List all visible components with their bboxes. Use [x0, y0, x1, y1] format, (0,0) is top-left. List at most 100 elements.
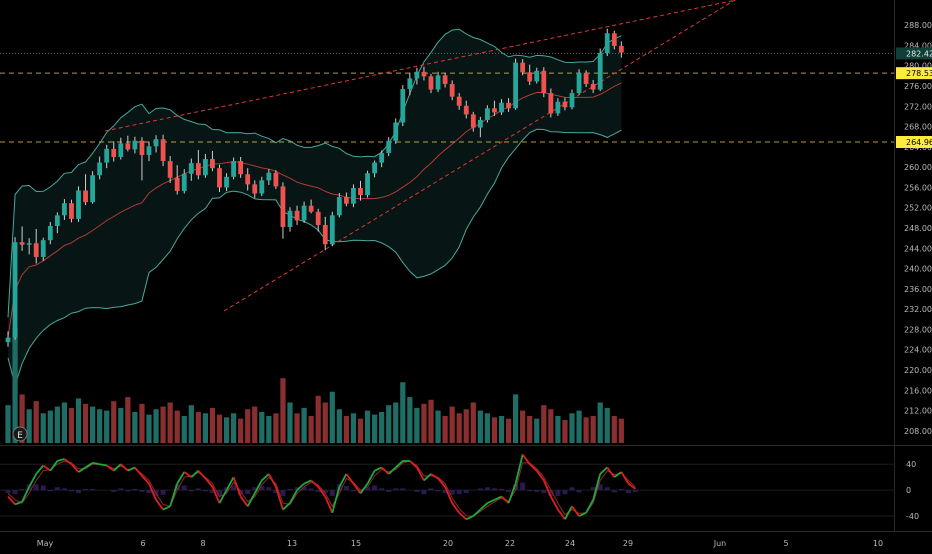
time-tick-label: 22 [505, 539, 515, 548]
volume-bar [520, 410, 526, 443]
candle [379, 150, 385, 168]
oscillator-main-segment [289, 489, 298, 504]
volume-bar [287, 402, 293, 443]
oscillator-main-segment [232, 476, 242, 497]
time-tick-label: Jun [713, 539, 727, 548]
oscillator-main-segment [239, 496, 249, 507]
volume-bar [604, 407, 610, 443]
candle [195, 149, 201, 180]
volume-bar [111, 401, 117, 443]
oscillator-main-segment [141, 475, 150, 485]
candle-body [315, 211, 321, 225]
oscillator-histogram-bar [548, 490, 554, 496]
candle-body [76, 190, 81, 219]
price-labels: 282.42 278.53 264.96 [896, 47, 932, 148]
volume-bar [364, 410, 371, 443]
candle [224, 173, 229, 191]
oscillator-main-segment [57, 458, 65, 462]
oscillator-histogram-bar [5, 490, 11, 494]
oscillator-histogram-bar [146, 490, 152, 494]
oscillator-main-segment [120, 463, 129, 472]
oscillator-histogram-bar [301, 487, 307, 491]
candle [569, 89, 575, 110]
candle [534, 67, 540, 84]
price-tick-label: 212.00 [904, 407, 932, 416]
oscillator-main-segment [331, 486, 341, 514]
bollinger-basis [7, 82, 622, 338]
candle [449, 80, 455, 101]
oscillator-main-segment [268, 473, 277, 488]
oscillator-main-segment [134, 466, 143, 477]
oscillator-histogram-bar [202, 490, 208, 492]
volume-bar [238, 418, 244, 443]
price-tick-label: 268.00 [904, 123, 932, 132]
time-axis[interactable]: May 6 8 13 15 20 22 24 29 Jun 5 10 [37, 539, 883, 548]
candle [618, 41, 624, 58]
oscillator-main-segment [218, 489, 228, 504]
oscillator-axis[interactable]: 40 0 -40 [906, 460, 919, 521]
candle-body [12, 242, 18, 338]
volume-bar [562, 420, 568, 443]
volume-bar [393, 402, 399, 443]
candle-body [499, 102, 504, 113]
candle-body [597, 53, 603, 90]
candle [414, 67, 420, 85]
candle-body [527, 72, 533, 82]
oscillator-histogram-bar [611, 490, 617, 493]
candle-body [97, 162, 103, 176]
candle [181, 169, 187, 194]
volume-bar [12, 328, 18, 443]
candle-body [576, 72, 582, 94]
volume-bar [146, 414, 152, 443]
candle-body [541, 70, 547, 94]
oscillator-main-segment [303, 479, 312, 485]
oscillator-histogram-bar [506, 490, 512, 492]
candle-body [217, 168, 222, 188]
candle [477, 116, 483, 138]
oscillator-main-segment [606, 466, 616, 478]
oscillator-main-segment [487, 499, 495, 504]
candle-body [470, 114, 476, 128]
candle-body [400, 89, 406, 123]
oscillator-tick-label: -40 [906, 512, 919, 521]
candle-body [188, 163, 194, 174]
oscillator-main-segment [261, 473, 270, 482]
candle-body [492, 108, 497, 113]
candle [583, 70, 589, 88]
candle-body [287, 210, 293, 227]
earnings-event-marker[interactable]: E [12, 426, 28, 442]
trendlines [104, 0, 737, 312]
candle-body [590, 83, 596, 90]
oscillator-main-segment [345, 473, 355, 485]
oscillator-main-segment [70, 463, 80, 473]
candle-body [583, 72, 589, 84]
oscillator-histogram-bar [393, 488, 399, 491]
candle-body [160, 139, 166, 162]
oscillator-histogram-bar [365, 487, 371, 491]
volume-bar [449, 406, 455, 443]
candle-body [414, 71, 420, 79]
candle-body [435, 75, 441, 90]
oscillator-main-segment [409, 460, 418, 469]
oscillator-main-segment [183, 471, 192, 478]
oscillator-histogram-bar [527, 490, 533, 492]
volume-bar [611, 416, 617, 443]
candle [548, 88, 554, 118]
candle-body [308, 205, 314, 212]
price-axis[interactable]: 288.00 284.00 280.00 276.00 272.00 268.00 264.… [904, 21, 932, 436]
candle-body [139, 140, 145, 155]
time-tick-label: 13 [287, 539, 297, 548]
candle [188, 158, 194, 181]
volume-bar [534, 418, 540, 443]
volume-bar [470, 402, 476, 443]
oscillator-histogram-bar [435, 490, 441, 492]
volume-bar [400, 382, 406, 443]
price-tick-label: 272.00 [904, 102, 932, 111]
candle [97, 156, 103, 180]
volume-bar [195, 411, 201, 443]
oscillator-main-segment [592, 473, 602, 501]
oscillator-signal-line [7, 460, 636, 517]
candle-body [33, 243, 39, 257]
